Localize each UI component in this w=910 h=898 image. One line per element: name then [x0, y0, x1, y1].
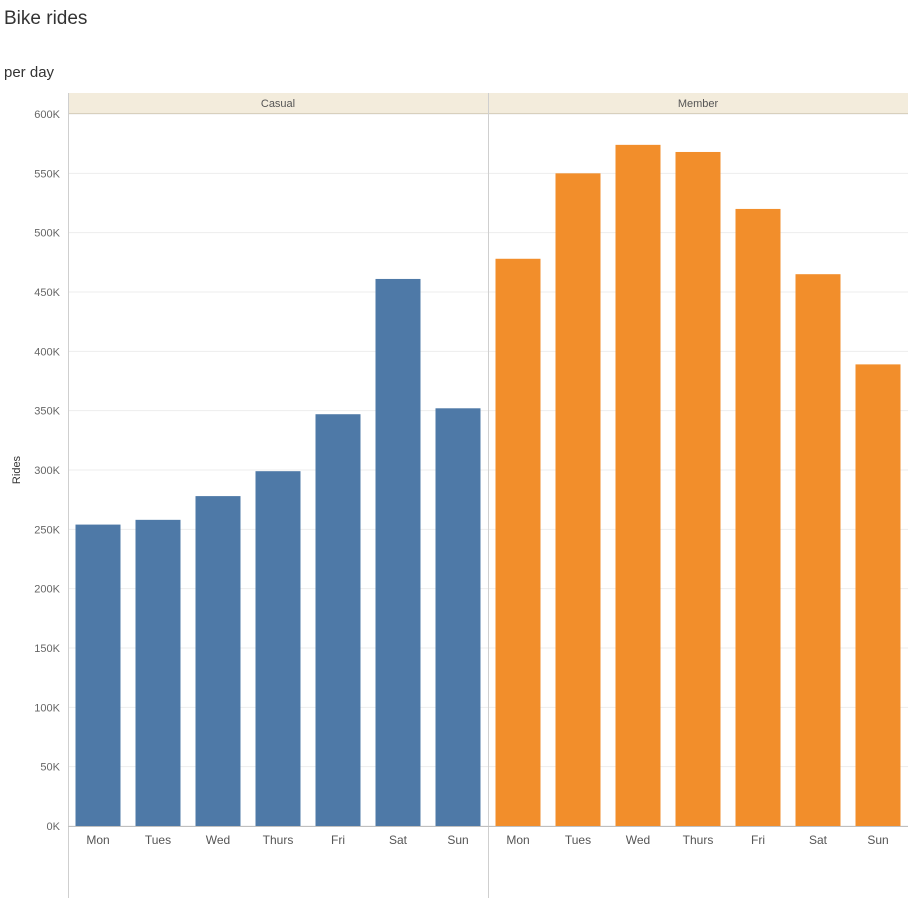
bar	[75, 524, 121, 826]
x-tick-label: Fri	[331, 833, 345, 847]
bar	[135, 519, 181, 826]
y-axis-label: Rides	[11, 455, 23, 484]
bar	[555, 173, 601, 827]
panel-headers: Casual Member	[68, 93, 908, 114]
y-tick-label: 550K	[34, 168, 60, 180]
y-tick-label: 50K	[40, 762, 60, 774]
panel-header-label: Casual	[261, 98, 295, 110]
bars	[75, 144, 901, 827]
x-tick-label: Mon	[506, 833, 529, 847]
axes: 0K 50K 100K 150K 200K 250K 300K 350K 400K 450K 500…	[34, 93, 908, 898]
x-tick-label: Tues	[565, 833, 591, 847]
x-tick-label: Fri	[751, 833, 765, 847]
x-tick-label: Sat	[389, 833, 408, 847]
x-tick-label: Wed	[206, 833, 230, 847]
bar	[675, 151, 721, 826]
chart-subtitle: per day	[4, 64, 55, 81]
x-tick-label: Sat	[809, 833, 828, 847]
bar	[195, 496, 241, 826]
panel-header-label: Member	[678, 98, 719, 110]
x-tick-label: Sun	[447, 833, 468, 847]
panel-header-bg	[488, 93, 908, 113]
chart-title: Bike rides	[4, 8, 88, 29]
x-tick-label: Mon	[86, 833, 109, 847]
x-tick-label: Thurs	[263, 833, 294, 847]
x-tick-label: Sun	[867, 833, 888, 847]
y-tick-label: 400K	[34, 346, 60, 358]
y-tick-label: 300K	[34, 465, 60, 477]
x-tick-label: Wed	[626, 833, 650, 847]
bar	[435, 408, 481, 826]
y-tick-label: 350K	[34, 406, 60, 418]
x-tick-label: Thurs	[683, 833, 714, 847]
bar	[735, 208, 781, 826]
panel-header-bg	[68, 93, 488, 113]
bar	[855, 364, 901, 826]
bar	[375, 278, 421, 826]
y-tick-label: 200K	[34, 584, 60, 596]
y-tick-label: 100K	[34, 702, 60, 714]
bar	[255, 471, 301, 826]
y-tick-label: 0K	[47, 821, 61, 833]
x-tick-label: Tues	[145, 833, 171, 847]
y-tick-label: 250K	[34, 524, 60, 536]
y-tick-label: 600K	[34, 109, 60, 121]
bar	[795, 274, 841, 826]
bar	[315, 414, 361, 826]
y-tick-label: 150K	[34, 643, 60, 655]
y-tick-label: 450K	[34, 287, 60, 299]
bar	[615, 144, 661, 826]
bar	[495, 258, 541, 827]
y-tick-label: 500K	[34, 228, 60, 240]
